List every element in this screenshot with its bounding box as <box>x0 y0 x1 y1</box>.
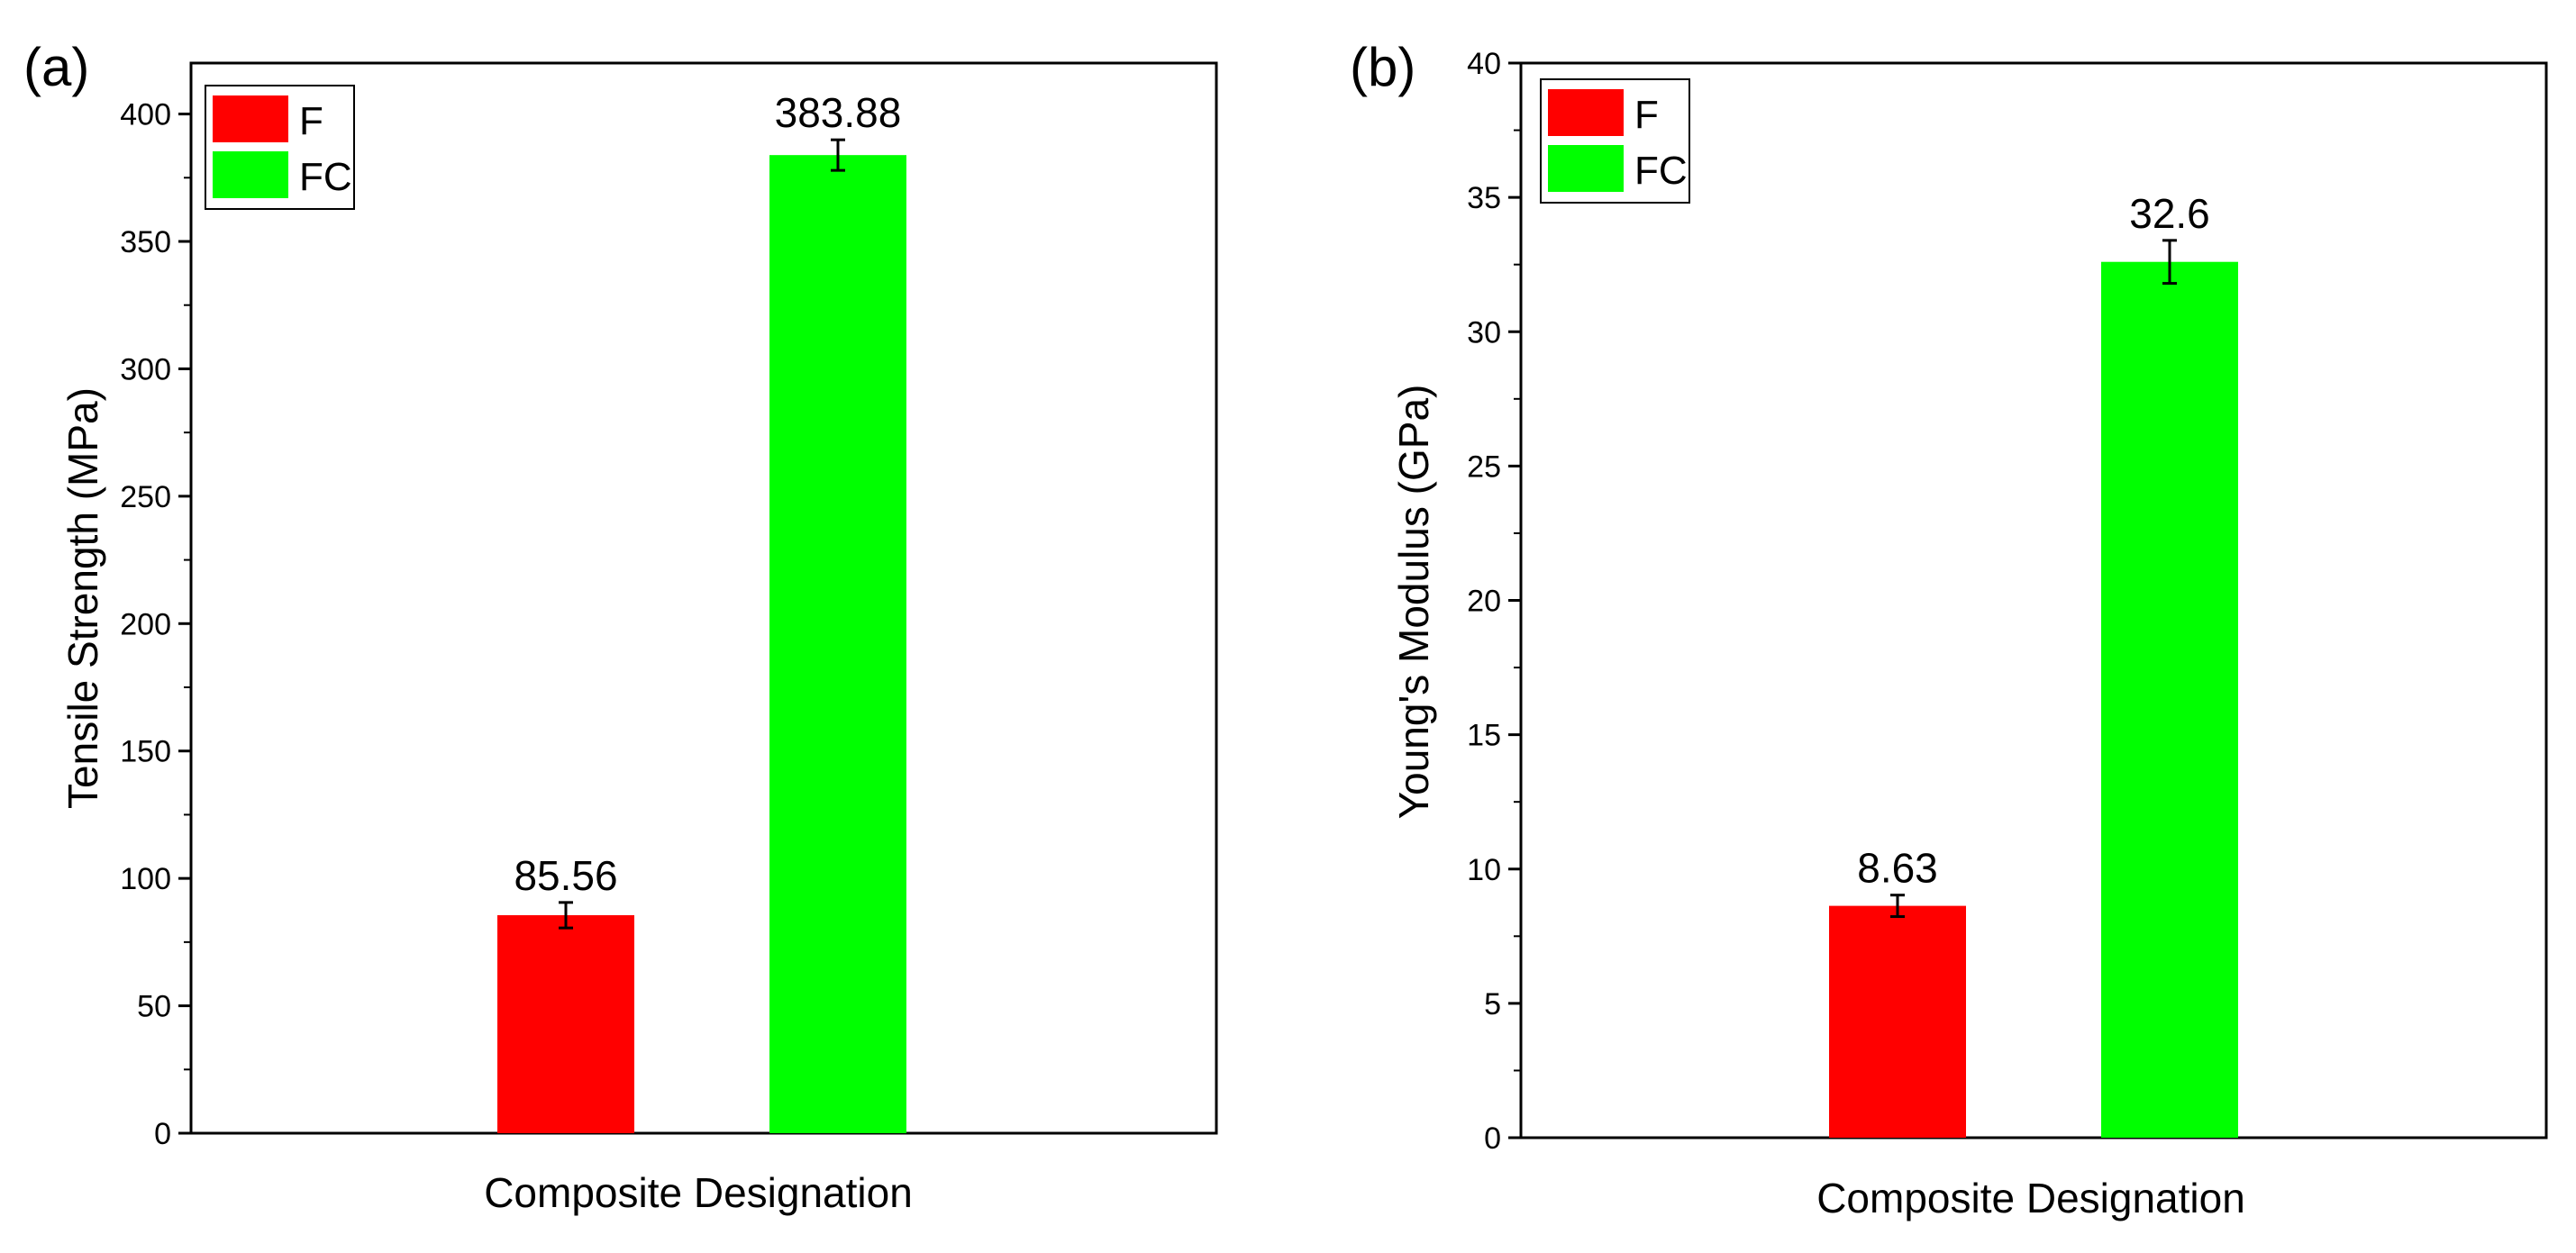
panel-b-label: (b) <box>1350 37 1415 97</box>
panel-a-legend-label-fc: FC <box>299 155 352 199</box>
panel-a-legend: F FC <box>205 85 355 210</box>
panel-b-bar-fc <box>2101 261 2238 1139</box>
panel-b-y-tick-label: 40 <box>1467 47 1501 81</box>
panel-a-y-tick-label: 350 <box>120 225 171 259</box>
panel-a: (a) 0 50 100 150 200 250 300 350 400 85.56 383.88… <box>23 37 1218 1216</box>
panel-a-y-tick-label: 200 <box>120 607 171 641</box>
panel-b-y-tick-label: 5 <box>1484 987 1501 1021</box>
panel-b-error-bar-f <box>1890 894 1905 919</box>
panel-a-data-label-f: 85.56 <box>514 852 617 899</box>
panel-a-plot-frame <box>189 61 1218 1135</box>
panel-b-legend-label-fc: FC <box>1634 149 1688 193</box>
panel-a-y-axis: 0 50 100 150 200 250 300 350 400 <box>120 98 191 1151</box>
panel-a-error-bar-f <box>559 901 573 930</box>
panel-a-bars: 85.56 383.88 <box>497 89 906 1134</box>
panel-b-y-axis-title: Young's Modulus (GPa) <box>1390 385 1437 820</box>
panel-b-y-tick-label: 0 <box>1484 1121 1501 1156</box>
panel-a-label: (a) <box>23 37 89 97</box>
panel-b-data-label-fc: 32.6 <box>2129 190 2210 237</box>
panel-b-plot-frame <box>1519 61 2548 1140</box>
panel-b-y-tick-label: 25 <box>1467 449 1501 484</box>
panel-b-legend-swatch-f <box>1548 89 1624 136</box>
panel-a-x-axis-title: Composite Designation <box>484 1169 913 1216</box>
panel-b-bar-f <box>1829 905 1966 1138</box>
panel-a-legend-swatch-fc <box>213 151 288 198</box>
panel-a-y-axis-title: Tensile Strength (MPa) <box>59 387 106 809</box>
panel-a-y-tick-label: 0 <box>154 1117 171 1151</box>
panel-a-legend-label-f: F <box>299 99 323 143</box>
panel-b-y-axis: 0 5 10 15 20 25 30 35 40 <box>1467 47 1521 1156</box>
panel-b-data-label-f: 8.63 <box>1857 845 1938 892</box>
panel-a-y-tick-label: 50 <box>137 990 171 1024</box>
panel-a-bar-f <box>497 914 634 1133</box>
panel-b-y-tick-label: 30 <box>1467 315 1501 350</box>
panel-b: (b) 0 5 10 15 20 25 30 35 40 8.63 32.6 F FC Young… <box>1350 37 2548 1221</box>
panel-b-legend-swatch-fc <box>1548 145 1624 192</box>
panel-b-y-tick-label: 10 <box>1467 853 1501 887</box>
panel-a-y-tick-label: 100 <box>120 862 171 896</box>
panel-a-y-tick-label: 400 <box>120 98 171 132</box>
panel-a-y-tick-label: 250 <box>120 480 171 514</box>
panel-b-error-bar-fc <box>2162 239 2177 286</box>
panel-b-y-tick-label: 35 <box>1467 181 1501 215</box>
panel-a-y-tick-label: 150 <box>120 735 171 769</box>
panel-b-y-tick-label: 20 <box>1467 585 1501 619</box>
panel-b-x-axis-title: Composite Designation <box>1816 1175 2245 1221</box>
panel-b-bars: 8.63 32.6 <box>1829 190 2238 1139</box>
panel-b-y-tick-label: 15 <box>1467 719 1501 753</box>
panel-a-data-label-fc: 383.88 <box>775 89 902 136</box>
panel-a-y-tick-label: 300 <box>120 352 171 386</box>
panel-a-error-bar-fc <box>831 138 845 172</box>
panel-a-bar-fc <box>769 155 906 1134</box>
panel-a-legend-swatch-f <box>213 95 288 142</box>
panel-b-legend-label-f: F <box>1634 93 1659 137</box>
panel-b-legend: F FC <box>1540 78 1690 204</box>
